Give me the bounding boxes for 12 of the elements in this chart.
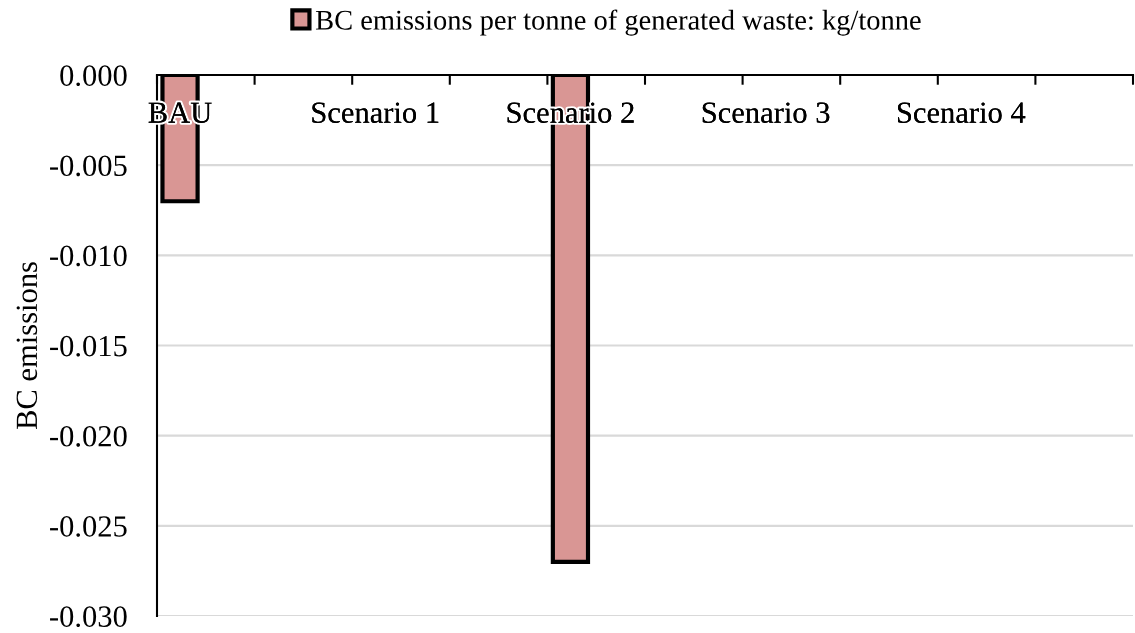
legend-label: BC emissions per tonne of generated waste: kg/tonne: [315, 9, 921, 36]
y-tick-label: -0.010: [50, 245, 127, 267]
y-tick-label: -0.030: [50, 606, 127, 628]
y-tick-label: -0.025: [50, 516, 127, 537]
x-tick-label: Scenario 1: [312, 102, 439, 123]
y-tick-label: -0.005: [50, 155, 127, 177]
y-axis-title: BC emissions: [16, 262, 38, 430]
y-tick-label: -0.015: [50, 335, 127, 357]
x-tick-label: Scenario 4: [897, 102, 1026, 123]
y-tick-label: 0.000: [60, 65, 127, 87]
y-tick-label: -0.020: [50, 425, 127, 447]
x-tick-label: Scenario 3: [702, 102, 830, 123]
